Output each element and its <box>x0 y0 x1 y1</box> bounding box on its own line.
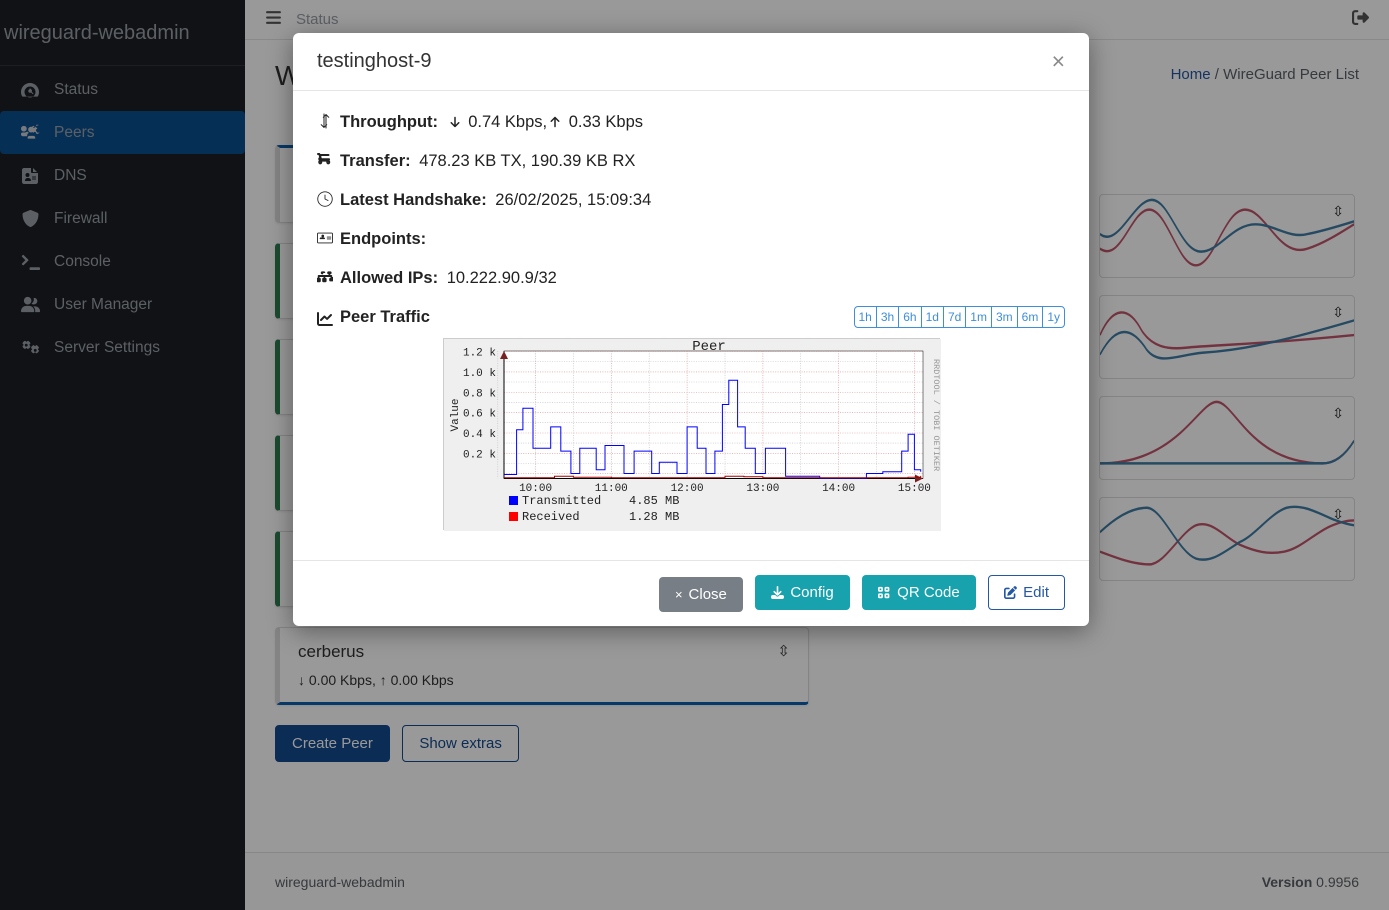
svg-text:15:00: 15:00 <box>897 483 930 495</box>
svg-text:13:00: 13:00 <box>746 483 779 495</box>
svg-text:0.4 k: 0.4 k <box>462 429 495 441</box>
svg-text:Transmitted: Transmitted <box>522 494 601 508</box>
svg-text:1.28 MB: 1.28 MB <box>629 510 679 524</box>
svg-text:Peer: Peer <box>692 339 726 355</box>
svg-text:0.6 k: 0.6 k <box>462 409 495 421</box>
svg-text:0.8 k: 0.8 k <box>462 388 495 400</box>
svg-text:1.2 k: 1.2 k <box>462 348 495 360</box>
svg-text:0.2 k: 0.2 k <box>462 449 495 461</box>
svg-text:4.85 MB: 4.85 MB <box>629 494 679 508</box>
svg-text:Value: Value <box>450 398 462 431</box>
svg-text:14:00: 14:00 <box>822 483 855 495</box>
svg-text:Received: Received <box>522 510 580 524</box>
svg-text:RRDTOOL / TOBI OETIKER: RRDTOOL / TOBI OETIKER <box>931 359 941 471</box>
svg-text:1.0 k: 1.0 k <box>462 368 495 380</box>
